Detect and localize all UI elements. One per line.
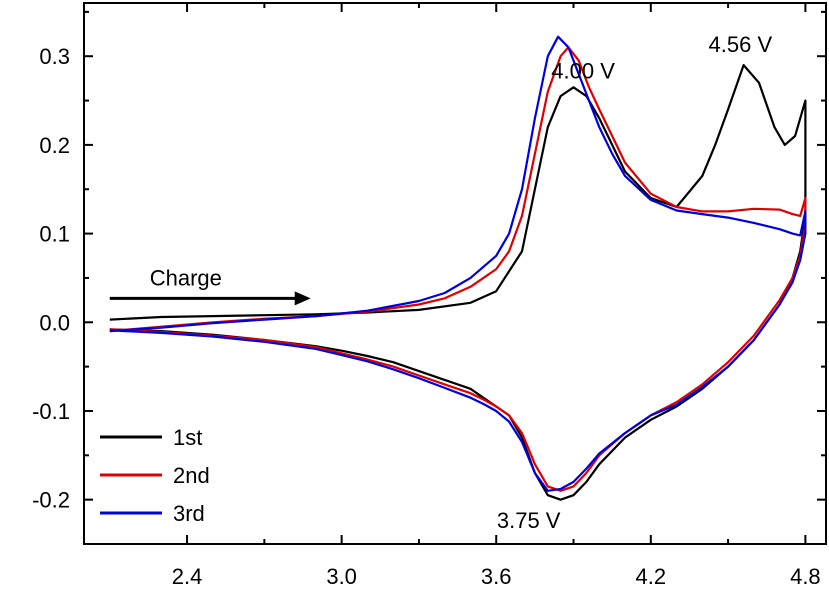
legend-label-1st: 1st — [173, 425, 202, 450]
x-tick-label: 3.6 — [481, 564, 512, 589]
peak-label: 4.56 V — [709, 32, 773, 57]
charge-arrow-head — [294, 291, 311, 306]
legend-label-2nd: 2nd — [173, 463, 210, 488]
y-tick-label: 0.2 — [39, 133, 70, 158]
charge-arrow: Charge — [109, 265, 311, 306]
x-tick-label: 4.8 — [790, 564, 821, 589]
series-line-3rd — [109, 35, 807, 492]
legend-label-3rd: 3rd — [173, 501, 205, 526]
peak-annotations: 4.00 V 4.56 V 3.75 V — [497, 32, 773, 533]
y-tick-label: 0.3 — [39, 44, 70, 69]
peak-label: 3.75 V — [497, 508, 561, 533]
plot-frame — [83, 2, 827, 545]
x-tick-label: 4.2 — [636, 564, 667, 589]
peak-label: 4.00 V — [551, 58, 615, 83]
y-tick-label: -0.2 — [32, 488, 70, 513]
legend: 1st 2nd 3rd — [100, 425, 210, 526]
series-lines — [109, 35, 807, 501]
y-tick-label: 0.1 — [39, 222, 70, 247]
charge-label: Charge — [150, 265, 222, 290]
y-tick-labels: -0.2 -0.1 0.0 0.1 0.2 0.3 — [32, 44, 70, 512]
y-tick-label: 0.0 — [39, 310, 70, 335]
x-tick-label: 2.4 — [172, 564, 203, 589]
x-tick-labels: 2.4 3.0 3.6 4.2 4.8 — [172, 564, 821, 589]
axis-ticks — [84, 3, 826, 544]
x-tick-label: 3.0 — [326, 564, 357, 589]
y-tick-label: -0.1 — [32, 399, 70, 424]
